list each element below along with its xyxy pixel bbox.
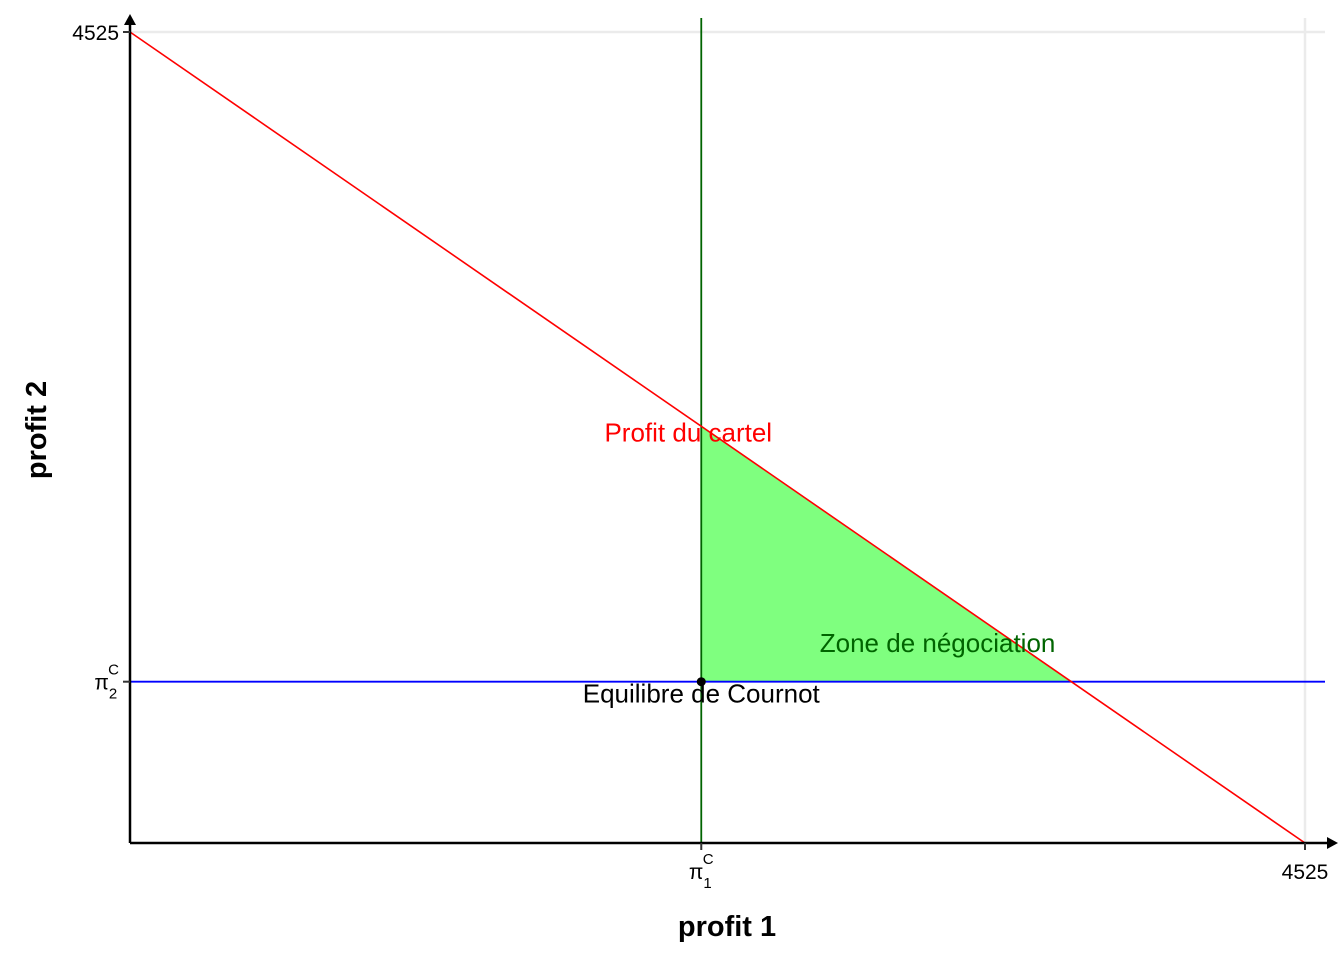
x-tick-label: 4525 (1282, 861, 1329, 884)
grid (130, 18, 1325, 843)
y-axis-arrow (124, 14, 136, 25)
annotation-label: Profit du cartel (604, 418, 772, 448)
y-axis-title: profit 2 (21, 381, 53, 479)
annotation-label: Zone de négociation (820, 628, 1056, 658)
cartel-profit-line (129, 31, 1306, 844)
x-tick-label: π1C (689, 851, 714, 892)
x-axis-arrow (1327, 837, 1338, 849)
axes (124, 14, 1338, 849)
x-axis-title: profit 1 (678, 911, 776, 943)
ticks: π1C 4525 π2C 4525 (72, 22, 1328, 892)
y-tick-label: π2C (94, 662, 119, 703)
y-tick-label: 4525 (72, 22, 119, 45)
cournot-equilibrium-point (696, 677, 706, 687)
annotations: Profit du cartel Zone de négociation Equil… (583, 418, 1056, 709)
annotation-label: Equilibre de Cournot (583, 678, 821, 708)
